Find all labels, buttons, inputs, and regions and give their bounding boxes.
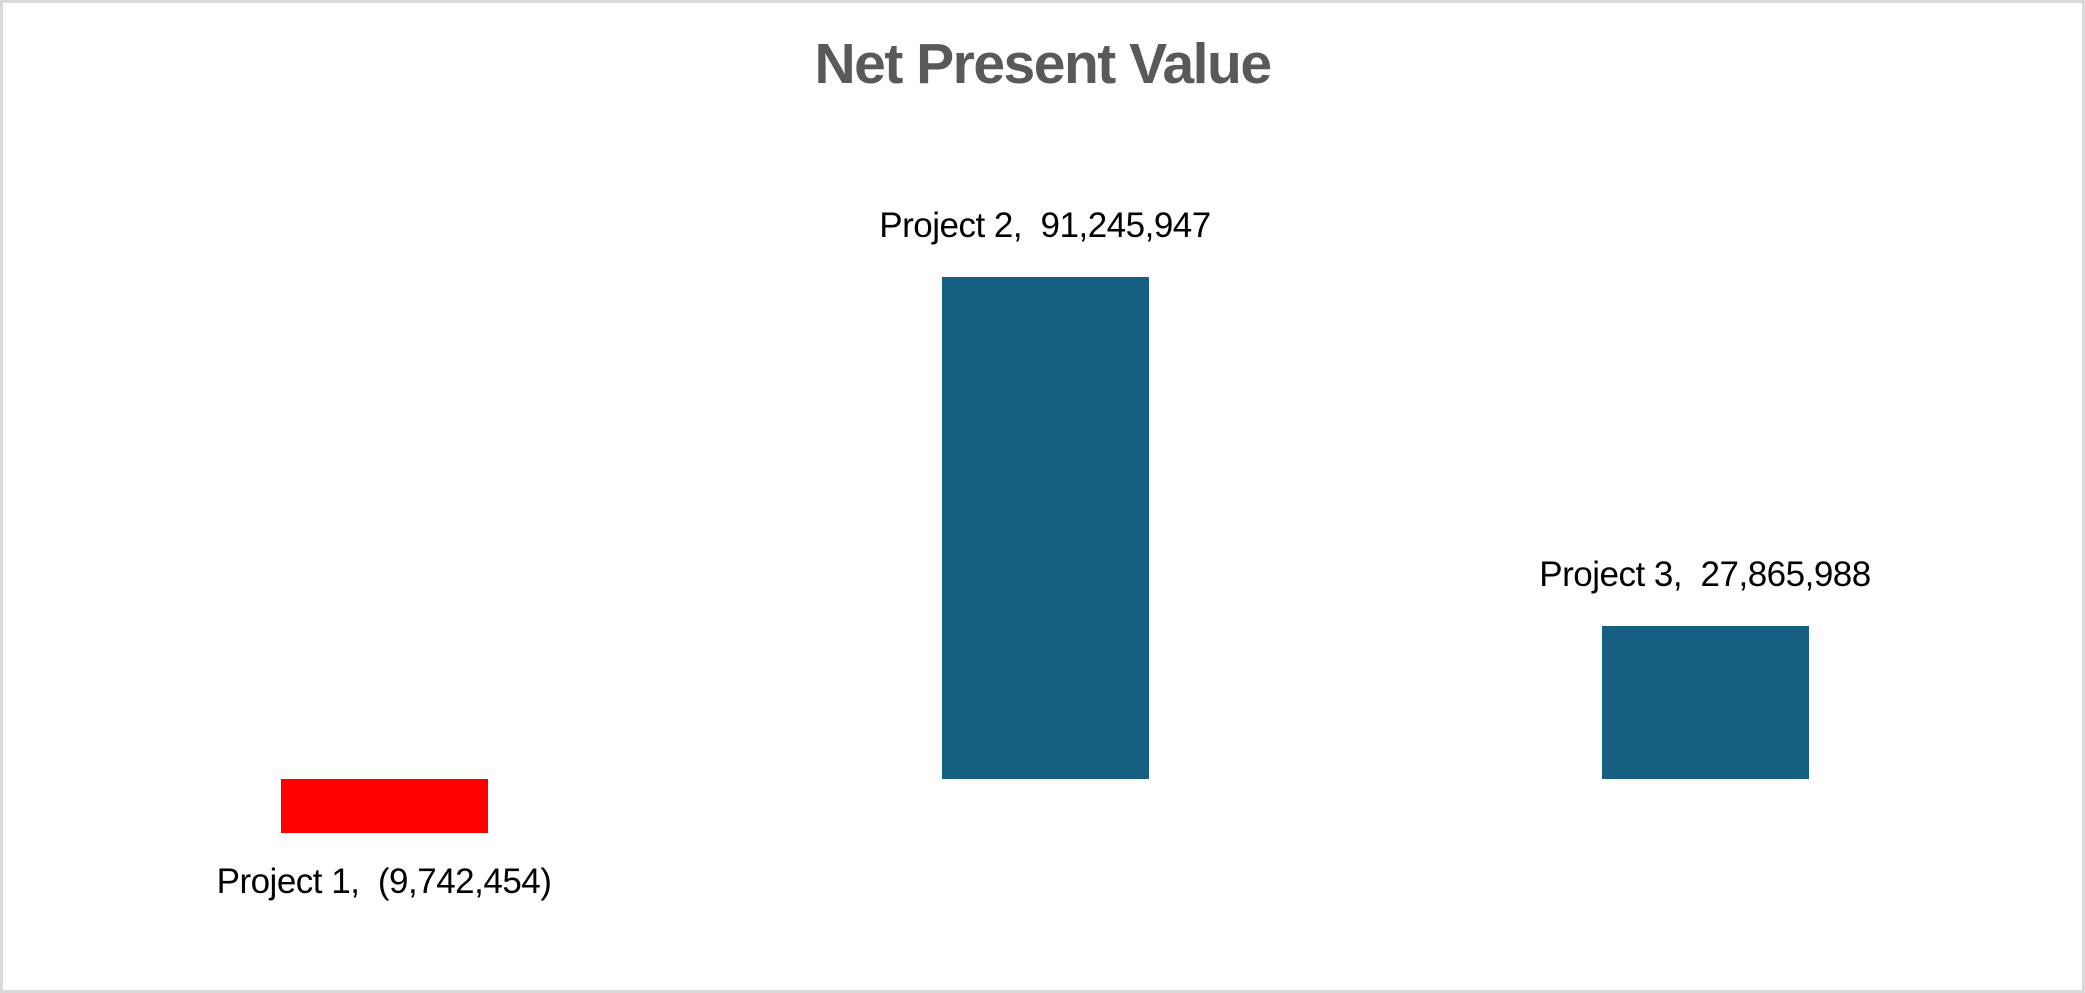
plot-area: Project 1, (9,742,454) Project 2, 91,245,… [3,3,2082,990]
bar [941,277,1149,779]
bar [1601,626,1809,779]
bar-label: Project 1, (9,742,454) [216,862,552,901]
bar [280,779,488,833]
chart-title: Net Present Value [814,32,1272,96]
bar-label: Project 3, 27,865,988 [1539,555,1871,594]
bar-label: Project 2, 91,245,947 [879,206,1211,245]
